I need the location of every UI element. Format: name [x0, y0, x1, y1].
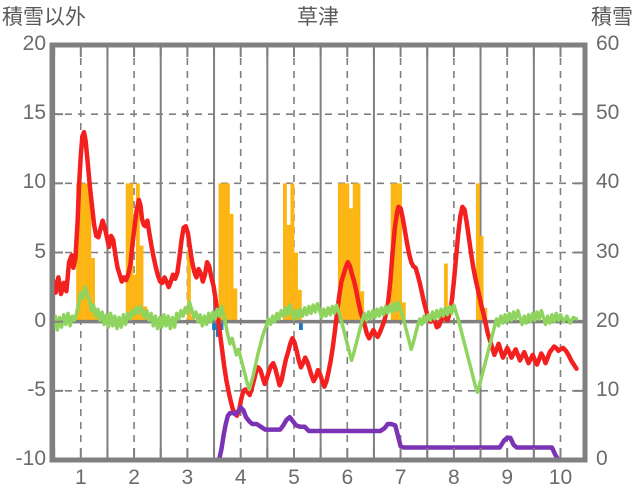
x-axis-tick-label: 7	[394, 466, 407, 489]
y-axis-right-tick-label: 60	[596, 32, 620, 55]
bar	[290, 183, 295, 322]
bar	[125, 183, 130, 322]
left-axis-title: 積雪以外	[2, 6, 86, 29]
y-axis-left-tick-label: 0	[34, 308, 46, 332]
bar	[87, 183, 92, 322]
bar	[187, 249, 191, 322]
bar	[337, 183, 342, 322]
y-axis-left-tick-label: 5	[34, 239, 46, 263]
right-axis-title: 積雪	[591, 6, 633, 29]
bar	[394, 183, 399, 322]
bar	[298, 321, 303, 330]
series-red-line	[50, 129, 579, 418]
bar	[76, 183, 81, 322]
bar	[83, 183, 88, 322]
bar	[341, 183, 346, 322]
bar	[219, 321, 224, 330]
x-axis-tick-label: 1	[74, 466, 87, 489]
bar	[345, 183, 350, 322]
y-axis-right-tick-label: 0	[596, 447, 608, 470]
series-green-line	[51, 285, 579, 394]
bar	[79, 183, 84, 322]
x-axis-tick-label: 2	[128, 466, 140, 489]
bar	[479, 235, 484, 322]
x-axis-tick-label: 10	[548, 466, 573, 489]
page-title: 草津	[297, 6, 339, 29]
y-axis-right-tick-label: 50	[596, 101, 620, 125]
y-axis-left-tick-label: -5	[27, 377, 46, 401]
y-axis-right-tick-label: 30	[596, 239, 620, 263]
bar	[294, 252, 299, 322]
x-axis-tick-label: 8	[448, 466, 460, 489]
y-axis-left-tick-label: 10	[22, 170, 46, 194]
bar	[356, 183, 361, 322]
bar	[352, 183, 357, 322]
bar	[401, 302, 406, 322]
bar	[222, 183, 227, 322]
bar	[443, 263, 448, 322]
y-axis-right-tick-label: 10	[596, 377, 620, 401]
bar	[475, 183, 480, 322]
y-axis-right-tick-label: 20	[596, 308, 620, 332]
y-axis-right-tick-label: 40	[596, 170, 620, 194]
bar	[360, 291, 365, 322]
y-axis-left-tick-label: 15	[22, 101, 46, 125]
series-purple-line	[50, 405, 579, 463]
bar	[91, 258, 95, 322]
bar	[297, 289, 302, 322]
bar	[233, 288, 238, 322]
x-axis-tick-label: 4	[234, 466, 247, 489]
bar	[229, 213, 234, 322]
x-axis-tick-label: 5	[288, 466, 300, 489]
bar	[225, 183, 230, 322]
y-axis-left-tick-label: -10	[15, 447, 46, 470]
bar	[212, 321, 216, 330]
x-axis-tick-label: 9	[501, 466, 514, 489]
bar	[135, 183, 140, 322]
bar	[133, 274, 138, 322]
bar	[286, 224, 291, 322]
bar	[139, 245, 144, 322]
x-axis-tick-label: 6	[341, 466, 354, 489]
bar	[283, 183, 287, 322]
y-axis-left-tick-label: 20	[22, 32, 46, 55]
x-axis-tick-label: 3	[181, 466, 194, 489]
bar	[218, 183, 223, 322]
bar	[398, 183, 402, 322]
